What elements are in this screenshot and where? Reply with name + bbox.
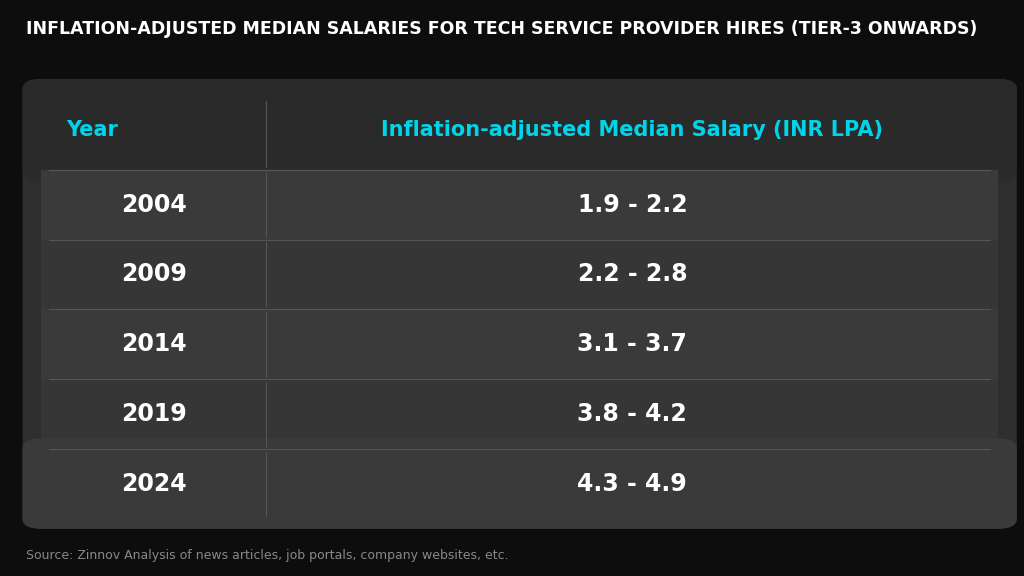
Text: 2019: 2019 (121, 402, 186, 426)
Text: 2014: 2014 (121, 332, 186, 356)
Text: 3.8 - 4.2: 3.8 - 4.2 (578, 402, 687, 426)
Text: Year: Year (67, 120, 119, 139)
Text: 2009: 2009 (121, 263, 186, 286)
Text: Inflation-adjusted Median Salary (INR LPA): Inflation-adjusted Median Salary (INR LP… (381, 120, 884, 139)
FancyBboxPatch shape (23, 438, 1017, 529)
Text: Source: Zinnov Analysis of news articles, job portals, company websites, etc.: Source: Zinnov Analysis of news articles… (26, 548, 508, 562)
Bar (41, 170, 998, 240)
Text: 3.1 - 3.7: 3.1 - 3.7 (578, 332, 687, 356)
Bar (41, 138, 998, 170)
Text: INFLATION-ADJUSTED MEDIAN SALARIES FOR TECH SERVICE PROVIDER HIRES (TIER-3 ONWAR: INFLATION-ADJUSTED MEDIAN SALARIES FOR T… (26, 20, 977, 38)
FancyBboxPatch shape (23, 79, 1017, 180)
Bar (41, 240, 998, 309)
Bar (41, 309, 998, 379)
Text: 1.9 - 2.2: 1.9 - 2.2 (578, 193, 687, 217)
FancyBboxPatch shape (23, 79, 1017, 529)
Bar (41, 449, 998, 491)
Text: 4.3 - 4.9: 4.3 - 4.9 (578, 472, 687, 495)
Bar (41, 379, 998, 449)
Text: 2.2 - 2.8: 2.2 - 2.8 (578, 263, 687, 286)
Text: 2024: 2024 (121, 472, 186, 495)
Text: 2004: 2004 (121, 193, 186, 217)
